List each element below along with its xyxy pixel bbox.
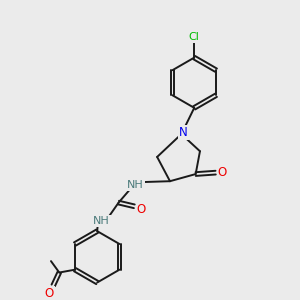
Text: O: O: [218, 166, 227, 179]
Text: N: N: [179, 126, 188, 139]
Text: NH: NH: [93, 216, 110, 226]
Text: NH: NH: [128, 181, 144, 190]
Text: O: O: [45, 287, 54, 300]
Text: O: O: [137, 203, 146, 216]
Text: Cl: Cl: [189, 32, 200, 42]
